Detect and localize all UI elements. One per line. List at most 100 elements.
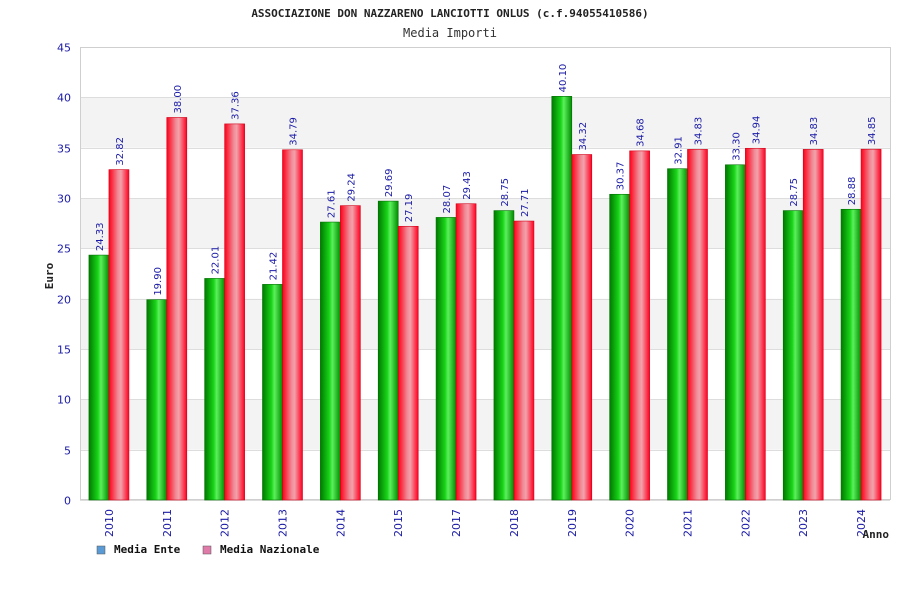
bar-series [88,96,882,501]
x-tick-label: 2020 [624,509,637,537]
bar-media-nazionale [687,149,708,501]
bar-value-label: 37.36 [231,91,242,120]
x-tick-label: 2018 [508,509,521,537]
bar-value-label: 28.75 [789,178,800,207]
plot-band [80,449,890,500]
bar-media-ente [782,210,804,501]
x-tick-label: 2021 [682,509,695,537]
chart-subtitle: Media Importi [403,26,497,40]
bar-media-nazionale [629,150,650,501]
x-tick-label: 2015 [392,509,405,537]
x-tick-label: 2019 [566,509,579,537]
bar-value-label: 32.91 [674,136,685,165]
x-tick-label: 2010 [103,509,116,537]
x-tick-label: 2017 [450,509,463,537]
legend-label: Media Ente [114,543,181,556]
bar-value-label: 38.00 [173,85,184,114]
y-tick-label: 25 [57,243,71,256]
plot-band [80,147,890,198]
y-tick-label: 35 [57,143,71,156]
bar-media-ente [493,210,515,501]
bar-media-ente [551,96,573,501]
bar-value-label: 34.68 [636,118,647,147]
bar-media-nazionale [513,220,535,501]
bar-value-label: 34.79 [289,117,300,146]
x-tick-label: 2023 [797,509,810,537]
bar-value-label: 34.85 [867,117,878,146]
y-tick-label: 5 [64,445,71,458]
y-tick-label: 40 [57,92,71,105]
bar-media-nazionale [282,149,303,501]
bar-media-ente [204,278,225,501]
bar-media-nazionale [455,203,477,501]
legend-label: Media Nazionale [220,543,320,556]
data-labels: 24.33 32.82 19.90 38.00 22.01 37.36 21.42 34.79… [95,64,878,296]
bar-media-ente [262,284,283,501]
bar-value-label: 34.83 [809,117,820,146]
plot-band [80,198,890,249]
bar-media-ente [320,221,341,501]
bar-media-ente [146,299,168,501]
legend: Media Ente Media Nazionale [96,543,320,556]
bar-value-label: 22.01 [211,246,222,275]
bar-media-ente [609,193,630,501]
bar-media-nazionale [802,149,824,501]
bar-value-label: 30.37 [616,162,627,191]
x-tick-label: 2012 [219,509,232,537]
bar-value-label: 34.94 [751,116,762,145]
bar-value-label: 29.24 [346,173,357,202]
x-axis: 2010 2011 2012 2013 2014 2015 2017 2018 2019 2020… [103,509,868,537]
bar-value-label: 28.88 [847,177,858,206]
bar-media-nazionale [108,169,130,501]
bar-media-ente [667,168,688,501]
y-axis-label: Euro [43,262,56,289]
x-tick-label: 2022 [739,509,752,537]
plot-band [80,248,890,299]
bar-media-nazionale [860,148,882,501]
legend-swatch [202,545,212,555]
bar-value-label: 33.30 [731,132,742,161]
x-tick-label: 2013 [277,509,290,537]
y-tick-label: 45 [57,42,71,55]
bar-value-label: 28.75 [500,178,511,207]
bar-value-label: 27.19 [404,194,415,223]
bar-media-nazionale [745,147,766,501]
bar-value-label: 24.33 [95,222,106,251]
bar-value-label: 28.07 [442,185,453,214]
plot-band [80,349,890,400]
bar-value-label: 21.42 [269,252,280,281]
y-axis: 0 5 10 15 20 25 30 35 40 45 [57,42,71,508]
bar-value-label: 19.90 [153,267,164,296]
bar-value-label: 29.69 [384,168,395,197]
bar-value-label: 40.10 [558,64,569,93]
x-axis-label: Anno [863,528,890,541]
y-tick-label: 30 [57,193,71,206]
bar-media-ente [435,217,457,501]
bar-media-nazionale [166,117,188,501]
bar-media-nazionale [397,225,419,501]
plot-band [80,298,890,349]
y-tick-label: 0 [64,495,71,508]
legend-swatch [96,545,106,555]
bar-value-label: 34.32 [578,122,589,151]
chart-title: ASSOCIAZIONE DON NAZZARENO LANCIOTTI ONL… [251,7,648,20]
x-tick-label: 2024 [855,509,868,537]
plot-background [80,47,890,500]
bar-value-label: 27.71 [520,188,531,217]
plot-band [80,47,890,98]
plot-band [80,399,890,450]
bar-value-label: 34.83 [694,117,705,146]
bar-value-label: 32.82 [115,137,126,166]
x-tick-label: 2011 [161,509,174,537]
bar-media-ente [377,200,399,501]
plot-band [80,97,890,148]
y-tick-label: 15 [57,344,71,357]
bar-value-label: 27.61 [326,189,337,218]
bar-media-nazionale [340,205,361,501]
y-tick-label: 20 [57,294,71,307]
bar-media-nazionale [224,123,245,501]
bar-media-ente [88,254,110,501]
x-tick-label: 2014 [334,509,347,537]
bar-media-nazionale [571,154,593,501]
